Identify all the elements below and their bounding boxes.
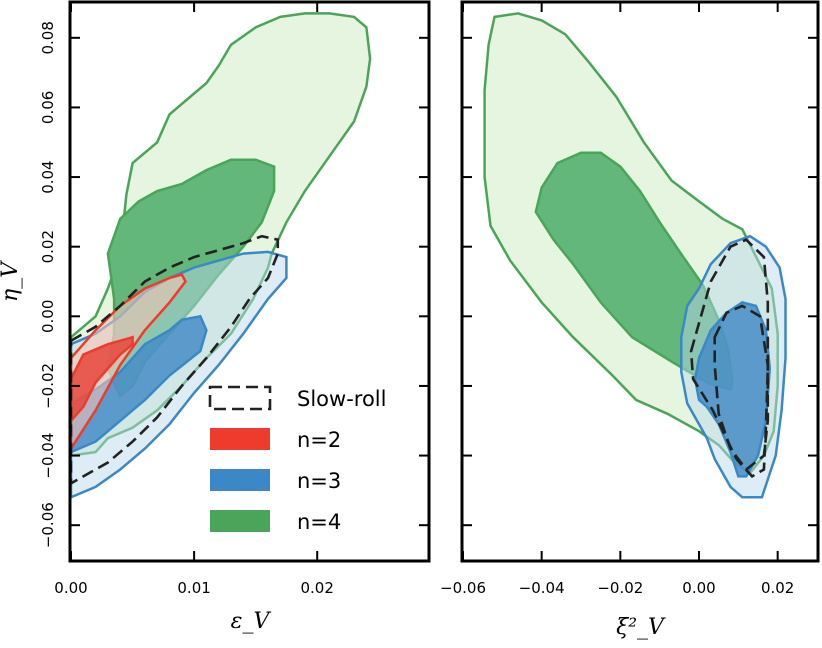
y-tick-label: −0.02 [39, 363, 57, 409]
y-tick-label: −0.04 [39, 433, 57, 479]
x-tick-label: 0.01 [177, 579, 210, 597]
right-panel-contours [483, 12, 787, 499]
y-tick-label: 0.08 [39, 21, 57, 54]
y-tick-label: 0.00 [39, 300, 57, 333]
right-panel-frame [460, 0, 820, 563]
y-axis-label-left: η_V [0, 260, 23, 302]
x-tick-label: −0.04 [519, 579, 565, 597]
legend-swatch-n-4 [210, 510, 270, 532]
x-tick-label: 0.02 [761, 579, 794, 597]
x-tick-label: −0.02 [597, 579, 643, 597]
left-panel-frame [68, 0, 431, 563]
x-tick-label: 0.02 [301, 579, 334, 597]
left-panel-contours [69, 12, 372, 500]
y-tick-label: 0.06 [39, 91, 57, 124]
legend-swatch-slow-roll [208, 385, 272, 411]
contour-inner-n-3 [69, 314, 208, 454]
legend-label: n=3 [297, 469, 341, 493]
x-tick-label: 0.00 [54, 579, 87, 597]
legend-label: n=2 [297, 428, 341, 452]
y-tick-label: −0.06 [39, 502, 57, 548]
legend-swatch-n-2 [210, 428, 270, 450]
contour-inner-n-3 [693, 301, 772, 478]
contour-inner-n-2 [69, 335, 134, 425]
x-axis-label-left: ε_V [231, 609, 272, 634]
x-tick-label: 0.00 [682, 579, 715, 597]
y-tick-label: 0.02 [39, 230, 57, 263]
x-axis-label-right: ξ²_V [616, 615, 666, 640]
contour-inner-slow-roll [713, 304, 770, 472]
legend: Slow-roll n=2 n=3 n=4 [208, 385, 386, 534]
legend-label: n=4 [297, 510, 341, 534]
legend-label: Slow-roll [297, 387, 386, 411]
x-tick-label: −0.06 [440, 579, 486, 597]
contour-outer-slow-roll [69, 234, 280, 486]
right-panel-ticks: −0.06 −0.04 −0.02 0.00 0.02 [440, 3, 817, 597]
y-tick-label: 0.04 [39, 160, 57, 193]
legend-swatch-n-3 [210, 469, 270, 491]
left-panel-ticks: 0.00 0.01 0.02 −0.06 −0.04 −0.02 0.00 0.02 0.04 0… [39, 3, 428, 597]
